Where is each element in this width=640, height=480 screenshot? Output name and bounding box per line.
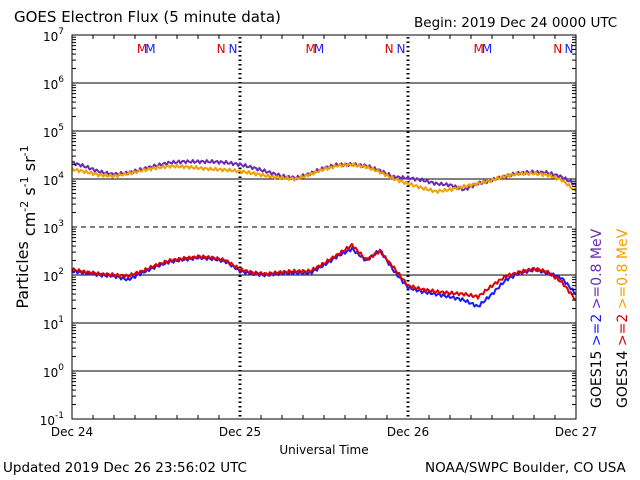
y-label-part: Particles bbox=[13, 241, 32, 308]
legend-item: >=2 bbox=[589, 314, 605, 351]
y-tick-exponent: -1 bbox=[55, 411, 64, 421]
legend-item: GOES14 bbox=[615, 350, 631, 408]
event-marker: M bbox=[474, 42, 484, 56]
y-tick-label: 100 bbox=[43, 363, 64, 380]
legend-item: >=0.8 MeV bbox=[615, 228, 631, 313]
legend-column: GOES15 >=2 >=0.8 MeV bbox=[589, 228, 605, 408]
event-marker: M bbox=[306, 42, 316, 56]
series-line bbox=[71, 159, 577, 192]
legend-column: GOES14 >=2 >=0.8 MeV bbox=[615, 228, 631, 408]
event-marker: N bbox=[565, 42, 574, 56]
event-marker: M bbox=[482, 42, 492, 56]
x-axis-label: Universal Time bbox=[279, 443, 368, 457]
legend-item: GOES15 bbox=[589, 351, 605, 408]
grid-lines bbox=[72, 37, 576, 419]
legend-item: >=2 bbox=[615, 314, 631, 351]
y-tick-exponent: 3 bbox=[58, 219, 64, 229]
x-tick-label: Dec 27 bbox=[555, 425, 597, 439]
series-lines bbox=[71, 159, 577, 308]
y-label-exponent: -2 bbox=[18, 201, 31, 212]
x-axis-ticks: Dec 24 Dec 25 Dec 26 Dec 27 bbox=[51, 35, 597, 439]
updated-timestamp: Updated 2019 Dec 26 23:56:02 UTC bbox=[3, 460, 247, 476]
series-line bbox=[71, 242, 577, 301]
y-label-exponent: -1 bbox=[18, 145, 31, 156]
x-tick-label: Dec 26 bbox=[387, 425, 429, 439]
y-tick-label: 104 bbox=[43, 171, 64, 188]
y-label-part: cm bbox=[20, 212, 39, 241]
x-tick-label: Dec 24 bbox=[51, 425, 93, 439]
event-markers: MM N N MM N N MM N N bbox=[137, 42, 574, 56]
y-label-part: sr bbox=[20, 156, 39, 176]
y-tick-exponent: 6 bbox=[58, 75, 64, 85]
source-credit: NOAA/SWPC Boulder, CO USA bbox=[425, 460, 626, 476]
begin-date: Begin: 2019 Dec 24 0000 UTC bbox=[414, 15, 618, 31]
y-label-exponent: -1 bbox=[18, 176, 31, 187]
y-tick-label: 103 bbox=[43, 219, 64, 236]
event-marker: N bbox=[385, 42, 394, 56]
y-label-part: s bbox=[20, 187, 39, 200]
y-axis-ticks: 107 106 105 104 103 102 101 100 1 0 -1 bbox=[40, 27, 576, 428]
y-tick-label: 106 bbox=[43, 75, 64, 92]
event-marker: N bbox=[229, 42, 238, 56]
y-tick-label: 105 bbox=[43, 123, 64, 140]
y-tick-label: 102 bbox=[43, 267, 64, 284]
y-axis-label: Particles cm-2 s-1 sr-1 bbox=[13, 145, 39, 308]
series-line bbox=[71, 246, 577, 308]
y-tick-exponent: 4 bbox=[58, 171, 64, 181]
event-marker: M bbox=[314, 42, 324, 56]
y-tick-exponent: 0 bbox=[58, 363, 64, 373]
event-marker: N bbox=[397, 42, 406, 56]
event-marker: M bbox=[145, 42, 155, 56]
event-marker: N bbox=[217, 42, 226, 56]
event-marker: N bbox=[553, 42, 562, 56]
series-line bbox=[71, 162, 577, 194]
x-tick-label: Dec 25 bbox=[219, 425, 261, 439]
chart-title: GOES Electron Flux (5 minute data) bbox=[14, 8, 281, 26]
y-tick-label: 101 bbox=[43, 315, 64, 332]
y-tick-exponent: 5 bbox=[58, 123, 64, 133]
y-tick-exponent: 7 bbox=[58, 27, 64, 37]
legend-item: >=0.8 MeV bbox=[589, 228, 605, 313]
event-marker: M bbox=[137, 42, 147, 56]
y-tick-exponent: 2 bbox=[58, 267, 64, 277]
y-tick-label: 107 bbox=[43, 27, 64, 44]
y-tick-exponent: 1 bbox=[58, 315, 64, 325]
